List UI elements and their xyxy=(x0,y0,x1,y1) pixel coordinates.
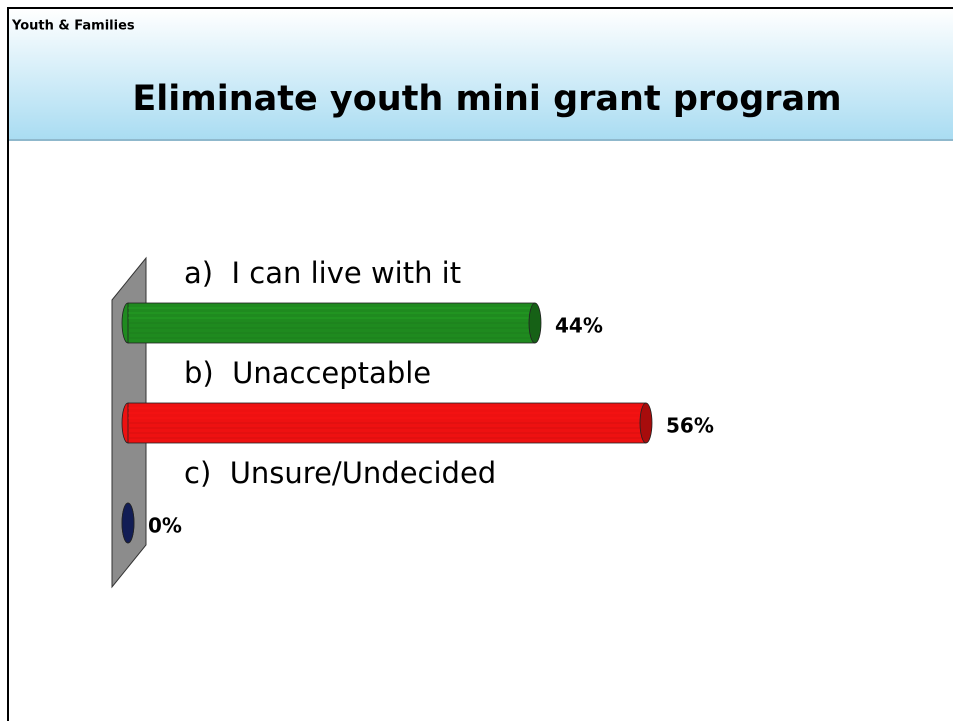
category-label: b) Unacceptable xyxy=(184,356,431,390)
value-label: 44% xyxy=(555,314,603,338)
chart-title: Eliminate youth mini grant program xyxy=(132,79,841,119)
section-label: Youth & Families xyxy=(11,19,135,34)
category-label: c) Unsure/Undecided xyxy=(184,456,496,490)
bar-end-cap xyxy=(528,302,542,344)
header-band xyxy=(9,9,953,140)
category-label: a) I can live with it xyxy=(184,256,461,290)
bar-end-cap xyxy=(121,502,135,544)
plot: a) I can live with it 44% b) Unacceptable 5… xyxy=(121,256,714,544)
value-label: 56% xyxy=(666,414,714,438)
value-label: 0% xyxy=(148,514,182,538)
bar-end-cap xyxy=(639,402,653,444)
